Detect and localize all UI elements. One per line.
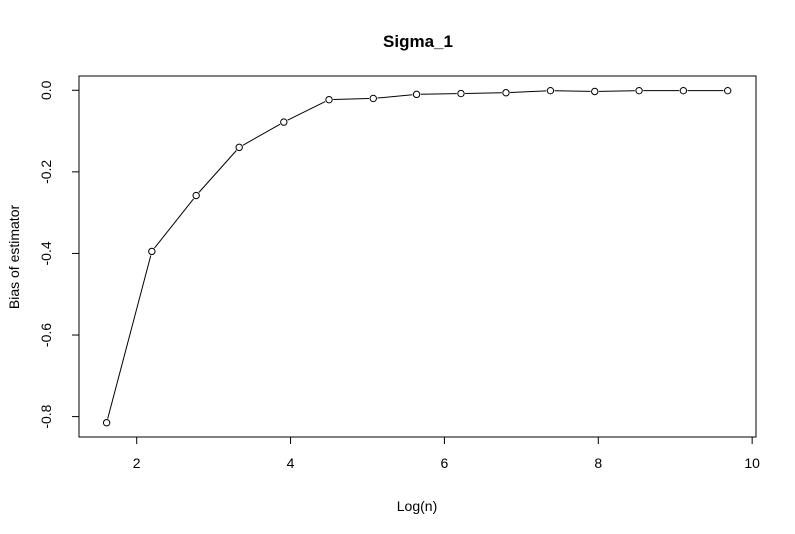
data-point bbox=[457, 89, 465, 98]
series-line-segment bbox=[287, 101, 326, 121]
x-tick-label: 4 bbox=[287, 455, 295, 471]
y-axis: -0.8 -0.6 -0.4 -0.2 0.0 bbox=[38, 80, 79, 429]
data-point bbox=[679, 86, 688, 95]
chart-title: Sigma_1 bbox=[383, 32, 453, 51]
data-point bbox=[325, 95, 333, 104]
data-point bbox=[502, 89, 510, 97]
data-point bbox=[369, 94, 377, 103]
x-axis: 2 4 6 8 10 bbox=[133, 437, 760, 471]
data-point bbox=[192, 191, 200, 200]
x-tick-label: 10 bbox=[744, 455, 760, 471]
y-tick-label: 0.0 bbox=[38, 80, 54, 100]
data-point bbox=[546, 86, 555, 95]
data-point bbox=[102, 419, 111, 427]
series-line-segment bbox=[510, 90, 547, 94]
data-point bbox=[148, 247, 156, 256]
series-line-segment bbox=[465, 92, 502, 94]
x-tick-label: 2 bbox=[133, 455, 141, 471]
series-line-segment bbox=[198, 150, 237, 193]
plot-area-frame bbox=[78, 75, 757, 438]
x-axis-label: Log(n) bbox=[397, 498, 437, 514]
data-point bbox=[591, 87, 599, 96]
series-line-segment bbox=[107, 255, 152, 419]
x-tick-label: 8 bbox=[594, 455, 602, 471]
data-point bbox=[723, 86, 732, 95]
series-line-segment bbox=[154, 198, 194, 249]
data-point bbox=[235, 143, 243, 152]
series-line-segment bbox=[598, 90, 635, 92]
y-axis-label: Bias of estimator bbox=[6, 205, 22, 310]
series-line-segment bbox=[420, 93, 457, 95]
y-tick-label: -0.2 bbox=[38, 160, 54, 184]
y-tick-label: -0.6 bbox=[38, 323, 54, 347]
series-line-segment bbox=[333, 98, 370, 101]
data-point bbox=[280, 118, 288, 126]
data-point bbox=[412, 90, 421, 99]
series-line-segment bbox=[242, 123, 281, 146]
y-tick-label: -0.4 bbox=[38, 241, 54, 265]
data-series bbox=[102, 86, 732, 427]
series-line-segment bbox=[377, 94, 413, 99]
data-point bbox=[635, 86, 643, 95]
series-line-segment bbox=[554, 90, 591, 92]
y-tick-label: -0.8 bbox=[38, 404, 54, 428]
x-tick-label: 6 bbox=[441, 455, 449, 471]
